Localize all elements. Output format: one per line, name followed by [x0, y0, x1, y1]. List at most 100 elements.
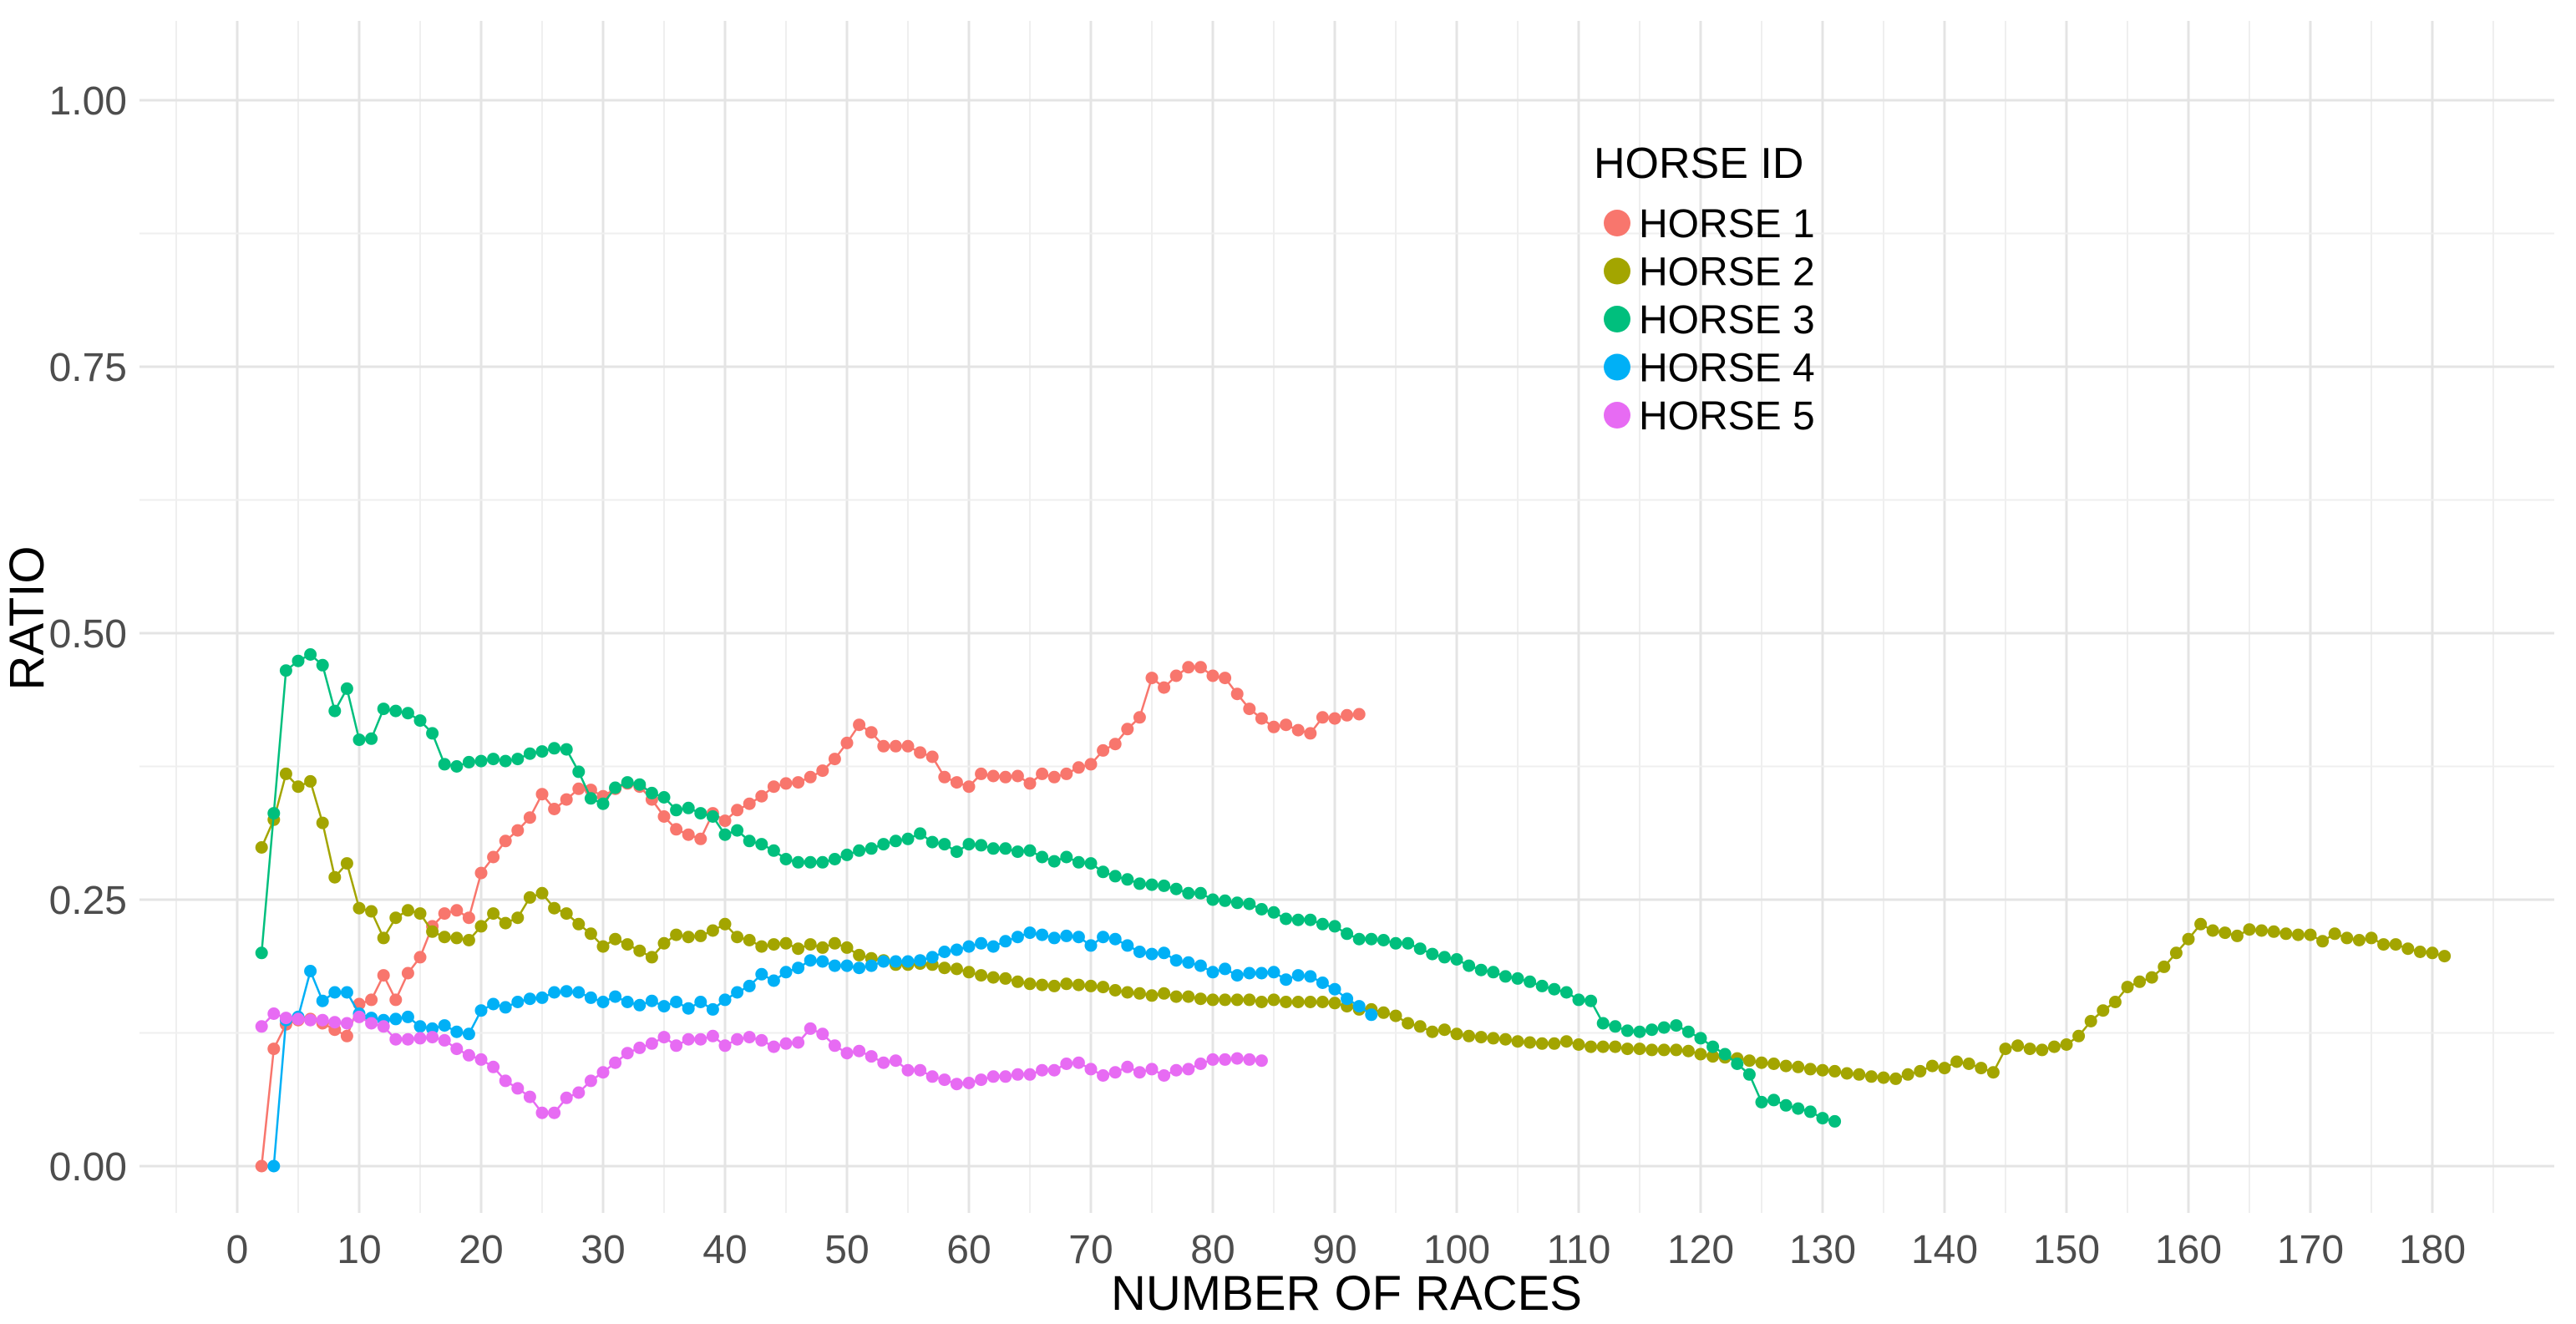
- data-point: [1731, 1058, 1744, 1070]
- data-point: [2145, 971, 2158, 984]
- data-point: [1498, 1032, 1512, 1046]
- data-point: [1145, 947, 1159, 961]
- data-point: [523, 811, 536, 824]
- data-point: [1291, 723, 1305, 737]
- data-point: [1681, 1025, 1695, 1038]
- data-point: [743, 834, 756, 848]
- data-point: [328, 986, 342, 999]
- data-point: [853, 961, 866, 975]
- data-point: [1742, 1054, 1756, 1068]
- data-point: [1718, 1048, 1732, 1061]
- data-point: [755, 940, 768, 953]
- data-point: [1243, 1053, 1256, 1066]
- data-point: [804, 855, 817, 869]
- data-point: [1559, 986, 1573, 999]
- data-point: [1487, 966, 1500, 979]
- legend-item-horse-2: HORSE 2: [1604, 251, 1815, 295]
- data-point: [828, 959, 841, 972]
- data-point: [2169, 946, 2183, 960]
- data-point: [328, 704, 342, 718]
- data-point: [1047, 931, 1061, 945]
- data-point: [1487, 1032, 1500, 1045]
- x-tick-label: 50: [824, 1228, 869, 1272]
- data-point: [1121, 723, 1134, 736]
- data-point: [1291, 969, 1305, 982]
- data-point: [255, 946, 268, 960]
- data-point: [1341, 927, 1354, 941]
- data-point: [413, 907, 427, 921]
- data-point: [2219, 926, 2232, 940]
- series-line-horse-3: [260, 653, 1836, 1123]
- data-point: [1255, 966, 1268, 980]
- data-point: [1182, 886, 1195, 900]
- data-point: [1206, 893, 1220, 906]
- data-point: [1670, 1019, 1683, 1032]
- data-point: [694, 1032, 707, 1046]
- data-point: [596, 797, 610, 810]
- data-point: [2352, 934, 2366, 946]
- data-point: [816, 955, 829, 968]
- legend-key-dot: [1604, 353, 1630, 381]
- data-point: [828, 936, 841, 950]
- data-point: [1426, 1025, 1439, 1038]
- data-point: [1657, 1043, 1671, 1057]
- data-point: [487, 997, 500, 1011]
- data-point: [1853, 1068, 1866, 1081]
- data-point: [1243, 966, 1256, 980]
- data-point: [2438, 950, 2452, 963]
- x-tick-label: 140: [1911, 1228, 1978, 1272]
- data-point: [840, 941, 854, 954]
- data-point: [511, 996, 525, 1008]
- data-point: [1779, 1098, 1793, 1112]
- data-point: [1596, 1017, 1610, 1030]
- y-tick-label: 0.25: [49, 879, 127, 923]
- data-point: [621, 776, 634, 789]
- data-point: [596, 1066, 610, 1079]
- data-point: [499, 834, 512, 848]
- data-point: [816, 855, 829, 869]
- data-point: [572, 765, 586, 779]
- data-point: [828, 853, 841, 865]
- data-point: [706, 810, 719, 823]
- data-point: [975, 1073, 988, 1087]
- data-point: [1084, 1063, 1098, 1076]
- data-point: [889, 1054, 902, 1068]
- data-point: [1670, 1043, 1683, 1057]
- data-point: [682, 1002, 695, 1015]
- data-point: [1828, 1114, 1842, 1128]
- data-point: [462, 755, 475, 769]
- data-point: [413, 1032, 427, 1045]
- data-point: [1108, 984, 1122, 997]
- data-point: [706, 1002, 719, 1016]
- data-point: [535, 788, 549, 801]
- data-point: [1463, 959, 1476, 972]
- data-point: [999, 770, 1012, 784]
- data-point: [2255, 924, 2269, 937]
- data-point: [267, 807, 281, 820]
- data-point: [304, 774, 317, 788]
- data-point: [487, 850, 500, 864]
- data-point: [2158, 960, 2171, 973]
- series-points-horse-4: [267, 926, 1378, 1173]
- data-point: [1121, 939, 1134, 952]
- data-point: [340, 682, 353, 695]
- data-point: [792, 776, 805, 789]
- data-point: [1803, 1105, 1817, 1119]
- data-point: [1328, 982, 1341, 996]
- data-point: [292, 1012, 305, 1026]
- data-point: [1365, 1008, 1378, 1022]
- data-point: [706, 924, 719, 937]
- data-point: [1352, 1000, 1366, 1013]
- legend-item-horse-4: HORSE 4: [1604, 347, 1815, 391]
- data-point: [1267, 905, 1280, 919]
- data-point: [596, 996, 610, 1008]
- data-point: [1463, 1029, 1476, 1042]
- data-point: [340, 1017, 353, 1030]
- data-point: [292, 654, 305, 667]
- data-point: [840, 736, 854, 749]
- data-point: [767, 938, 780, 951]
- data-point: [1084, 939, 1098, 952]
- series-points-horse-1: [255, 661, 1366, 1173]
- data-point: [779, 1037, 793, 1050]
- data-point: [1206, 669, 1220, 682]
